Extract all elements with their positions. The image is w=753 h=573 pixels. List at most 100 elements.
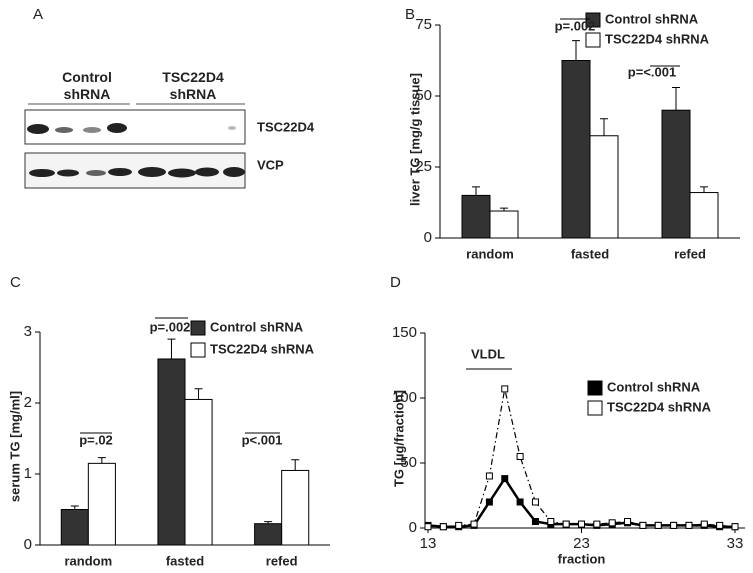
marker — [731, 523, 739, 531]
annotation: p<.001 — [242, 432, 283, 447]
marker — [578, 520, 585, 528]
error-bar — [500, 207, 508, 212]
y-tick-label: 1 — [24, 465, 32, 482]
bar — [689, 192, 719, 239]
x-tick-label: random — [466, 246, 514, 261]
panel-label: A — [33, 6, 43, 23]
marker — [501, 385, 509, 393]
legend-swatch — [190, 320, 206, 336]
y-tick-label: 25 — [415, 158, 432, 175]
legend-label: TSC22D4 shRNA — [607, 399, 712, 414]
marker — [593, 520, 601, 528]
error-bar — [97, 457, 106, 464]
y-axis-label: TG [µg/fraction] — [391, 390, 406, 487]
bar — [661, 109, 691, 239]
y-tick-label: 3 — [24, 323, 32, 340]
legend-label: Control shRNA — [605, 11, 699, 26]
error-bar — [264, 521, 273, 524]
marker — [439, 523, 447, 531]
bar — [254, 523, 283, 546]
bar — [461, 194, 491, 239]
error-bar — [70, 505, 79, 510]
y-tick-label: 0 — [24, 536, 32, 553]
y-tick-label: 2 — [24, 394, 32, 411]
error-bar — [700, 186, 708, 193]
error-bar — [572, 40, 580, 61]
error-bar — [600, 118, 608, 136]
annotation: p=<.001 — [628, 64, 676, 79]
bar — [60, 509, 89, 546]
error-bar — [194, 388, 203, 400]
legend-swatch — [587, 400, 603, 416]
marker — [670, 521, 678, 529]
error-bar — [167, 338, 176, 359]
marker — [424, 523, 432, 531]
y-axis-label: serum TG [mg/ml] — [7, 391, 22, 502]
legend-label: TSC22D4 shRNA — [210, 341, 315, 356]
marker — [624, 518, 632, 525]
legend-swatch — [585, 32, 601, 48]
marker — [531, 518, 539, 525]
legend-label: TSC22D4 shRNA — [605, 31, 710, 46]
group-label: TSC22D4 shRNA — [162, 69, 224, 102]
legend-label: Control shRNA — [607, 379, 701, 394]
x-tick-label: 23 — [573, 535, 590, 552]
marker — [608, 519, 616, 527]
marker — [470, 520, 478, 528]
x-tick-label: random — [64, 553, 112, 568]
marker — [531, 498, 539, 506]
y-tick-label: 75 — [415, 16, 432, 33]
y-tick-label: 50 — [400, 454, 417, 471]
x-tick-label: fasted — [571, 246, 609, 261]
y-axis-label: liver TG [mg/g tissue] — [407, 73, 422, 206]
y-tick-label: 50 — [415, 87, 432, 104]
bar — [281, 469, 310, 546]
x-tick-label: 33 — [727, 535, 744, 552]
bar — [184, 398, 213, 546]
blot-row-label: TSC22D4 — [257, 119, 315, 134]
error-bar — [291, 459, 300, 471]
x-axis-label: fraction — [558, 551, 606, 566]
y-tick-label: 100 — [392, 389, 417, 406]
marker — [639, 521, 647, 529]
panel-label: D — [390, 274, 401, 291]
marker — [485, 472, 493, 480]
x-tick-label: refed — [674, 246, 706, 261]
error-bar — [472, 186, 480, 196]
annotation: VLDL — [471, 346, 505, 361]
y-tick-label: 0 — [424, 229, 432, 246]
marker — [485, 498, 493, 506]
blot-box — [24, 109, 246, 145]
x-tick-label: 13 — [420, 535, 437, 552]
y-tick-label: 150 — [392, 324, 417, 341]
error-bar — [672, 86, 680, 111]
blot-bands — [27, 123, 245, 178]
group-label: Control shRNA — [62, 69, 112, 102]
bar — [157, 358, 186, 546]
annotation: p=.02 — [79, 432, 113, 447]
bar — [87, 462, 116, 546]
marker — [562, 520, 570, 528]
y-tick-label: 0 — [409, 519, 417, 536]
x-tick-label: fasted — [166, 553, 204, 568]
x-tick-label: refed — [266, 553, 298, 568]
legend-swatch — [587, 380, 603, 396]
bar — [489, 210, 519, 239]
line — [428, 388, 736, 528]
panel-label: C — [10, 274, 21, 291]
marker — [516, 453, 524, 460]
annotation: p=.002 — [555, 18, 596, 33]
legend-swatch — [190, 342, 206, 358]
marker — [516, 498, 524, 506]
panel-label: B — [405, 6, 415, 23]
marker — [685, 521, 693, 529]
bar — [561, 60, 591, 239]
blot-row-label: VCP — [257, 157, 284, 172]
marker — [547, 518, 555, 525]
marker — [700, 520, 708, 528]
marker — [455, 521, 463, 529]
legend-swatch — [585, 12, 601, 28]
